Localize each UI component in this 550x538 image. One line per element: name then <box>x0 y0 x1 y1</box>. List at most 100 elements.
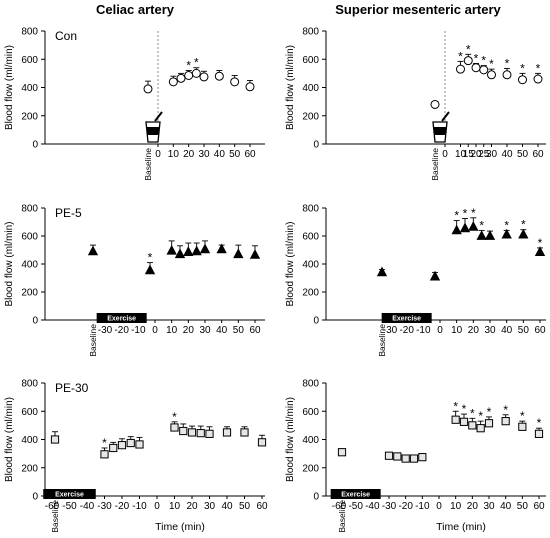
data-point <box>135 440 144 449</box>
x-tick-label: 40 <box>500 501 512 512</box>
x-tick-label: 10 <box>451 325 463 336</box>
data-point <box>196 429 205 438</box>
y-axis-label: Blood flow (ml/min) <box>285 397 296 482</box>
exercise-label: Exercise <box>392 316 421 323</box>
y-tick-label: 0 <box>32 492 38 503</box>
significance-marker: * <box>478 409 483 423</box>
data-point <box>484 230 496 240</box>
x-tick-label: -50 <box>62 501 77 512</box>
data-point <box>534 429 544 438</box>
significance-marker: * <box>489 57 494 71</box>
x-tick-label: 0 <box>152 325 158 336</box>
y-tick-label: 800 <box>21 379 38 390</box>
x-tick-label: 10 <box>169 501 181 512</box>
data-point <box>205 429 214 438</box>
x-tick-label: 0 <box>442 149 448 160</box>
exercise-label: Exercise <box>107 316 136 323</box>
significance-marker: * <box>487 405 492 419</box>
x-tick-label: 25 <box>478 149 490 160</box>
x-tick-label: 40 <box>216 325 228 336</box>
significance-marker: * <box>148 251 153 265</box>
column-title-sma: Superior mesenteric artery <box>335 2 501 17</box>
panel-label: PE-30 <box>55 381 89 395</box>
x-tick-label: -10 <box>131 325 146 336</box>
x-tick-label: 0 <box>437 325 443 336</box>
baseline-label: Baseline <box>88 324 98 357</box>
y-tick-label: 400 <box>302 260 319 271</box>
data-point <box>418 453 427 462</box>
significance-marker: * <box>172 410 177 424</box>
y-tick-label: 600 <box>21 407 38 418</box>
significance-marker: * <box>520 61 525 75</box>
significance-marker: * <box>470 406 475 420</box>
y-tick-label: 400 <box>21 83 38 94</box>
x-axis-label: Time (min) <box>436 521 486 533</box>
data-point <box>50 435 60 444</box>
significance-marker: * <box>520 409 525 423</box>
y-tick-label: 400 <box>302 83 319 94</box>
y-tick-label: 200 <box>302 288 319 299</box>
panel-label: PE-5 <box>55 206 82 220</box>
data-point <box>518 228 529 239</box>
data-point <box>487 70 496 80</box>
y-tick-label: 800 <box>302 204 319 215</box>
x-tick-label: 30 <box>484 325 496 336</box>
data-point <box>518 75 527 85</box>
significance-marker: * <box>537 416 542 430</box>
x-tick-label: 10 <box>455 149 467 160</box>
x-axis-label: Time (min) <box>155 521 205 533</box>
x-tick-label: -20 <box>399 325 414 336</box>
significance-marker: * <box>538 236 543 250</box>
data-point <box>245 82 255 92</box>
x-tick-label: -50 <box>348 501 363 512</box>
meal-straw-icon <box>154 111 163 122</box>
exercise-label: Exercise <box>55 492 84 499</box>
x-tick-label: 40 <box>221 501 233 512</box>
y-tick-label: 0 <box>32 140 38 151</box>
y-axis-label: Blood flow (ml/min) <box>4 397 15 482</box>
y-tick-label: 600 <box>21 232 38 243</box>
baseline-label: Baseline <box>50 500 60 533</box>
data-point <box>476 424 485 433</box>
x-tick-label: -20 <box>115 501 130 512</box>
y-axis-label: Blood flow (ml/min) <box>4 45 15 130</box>
data-point <box>126 438 135 448</box>
x-tick-label: 15 <box>463 149 475 160</box>
x-tick-label: 60 <box>532 149 544 160</box>
data-point <box>376 266 388 277</box>
y-tick-label: 400 <box>302 435 319 446</box>
y-tick-label: 0 <box>32 316 38 327</box>
x-tick-label: 30 <box>199 325 211 336</box>
data-point <box>176 73 186 83</box>
significance-marker: * <box>466 42 471 56</box>
significance-marker: * <box>471 206 476 220</box>
x-tick-label: -60 <box>45 501 60 512</box>
x-tick-label: -30 <box>97 501 112 512</box>
y-tick-label: 600 <box>21 55 38 66</box>
data-point <box>144 264 156 275</box>
x-tick-label: 50 <box>517 501 529 512</box>
x-tick-label: 60 <box>244 149 256 160</box>
panel-label: Con <box>55 29 77 43</box>
y-tick-label: 200 <box>21 111 38 122</box>
x-tick-label: 20 <box>183 149 195 160</box>
x-tick-label: 20 <box>470 149 482 160</box>
x-tick-label: 40 <box>214 149 226 160</box>
x-tick-label: -60 <box>332 501 347 512</box>
data-point <box>168 77 178 87</box>
x-tick-label: -20 <box>114 325 129 336</box>
y-tick-label: 0 <box>313 316 319 327</box>
data-point <box>451 415 460 424</box>
panel-celiac-con: 0 200 400 600 800 Blood flow (ml/min) 0 10 20 30 4… <box>4 27 265 181</box>
data-point <box>484 419 494 428</box>
data-point <box>430 99 440 109</box>
exercise-bar <box>96 313 147 323</box>
x-tick-label: 10 <box>168 149 180 160</box>
y-tick-label: 200 <box>21 463 38 474</box>
y-tick-label: 800 <box>21 204 38 215</box>
baseline-label: Baseline <box>430 148 440 181</box>
data-point <box>459 417 469 426</box>
x-tick-label: 50 <box>239 501 251 512</box>
x-tick-label: -30 <box>382 501 397 512</box>
